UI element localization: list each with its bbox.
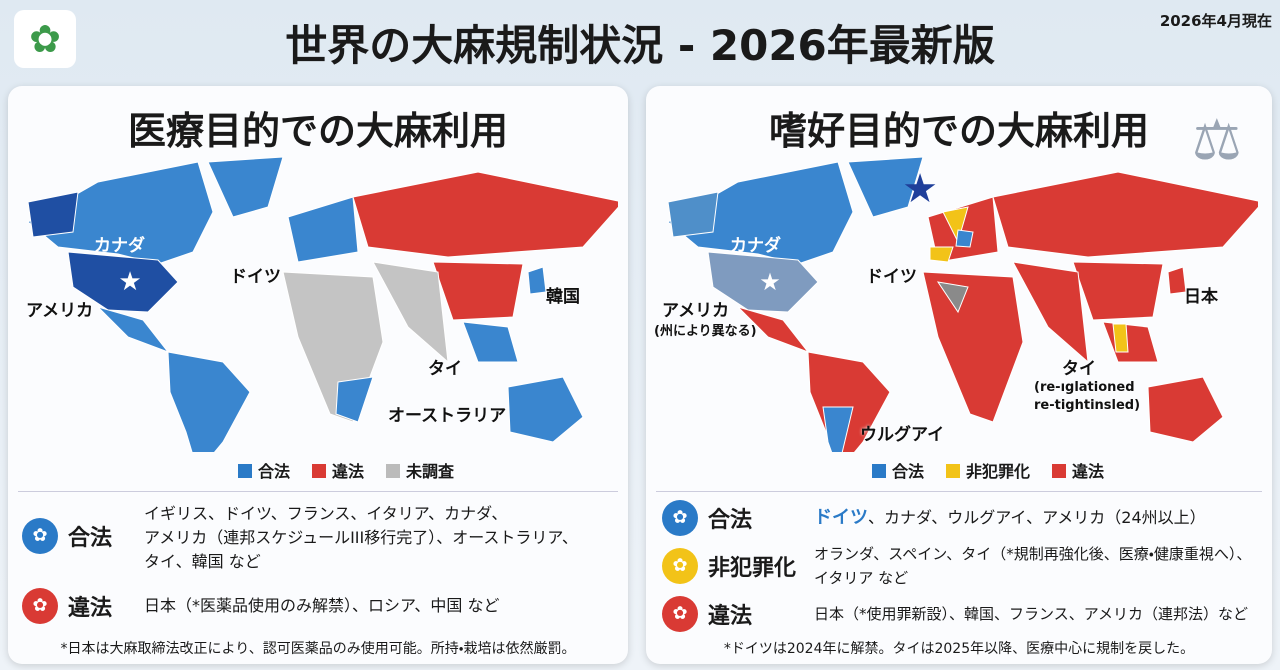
map-label: 韓国 — [546, 287, 580, 307]
legend-text: 合法 — [258, 462, 291, 481]
star: ★ — [118, 267, 141, 297]
map-label: ドイツ — [866, 267, 917, 287]
scale-icon: ⚖ — [1191, 108, 1242, 173]
icon: ✿ — [22, 518, 58, 554]
legend-item: 合法 — [238, 458, 290, 482]
star: ★ — [759, 268, 781, 296]
panel-title: 嗜好目的での大麻利用 — [768, 109, 1149, 153]
legend-text: 違法 — [332, 462, 365, 481]
line: タイ、韓国 など — [144, 552, 261, 571]
highlight: ドイツ — [814, 507, 868, 528]
logo: ✿ — [14, 10, 76, 68]
line: 、カナダ、ウルグアイ、アメリカ（24州以上） — [868, 508, 1206, 527]
map-label: ウルグアイ — [860, 425, 945, 445]
map-label: 日本 — [1184, 287, 1218, 307]
divider — [18, 491, 618, 492]
legend-text: 未調査 — [406, 462, 455, 481]
map-label: (re-ıglationed — [1034, 380, 1135, 395]
legend-item: 違法 — [1052, 458, 1104, 482]
map-label: カナダ — [730, 236, 781, 256]
line: イギリス、ドイツ、フランス、イタリア、カナダ、 — [144, 504, 508, 523]
legend-item: 非犯罪化 — [946, 458, 1030, 482]
status: 非犯罪化 — [708, 556, 797, 581]
date: 2026年4月現在 — [1159, 12, 1272, 30]
row-text: オランダ、スペイン、タイ（*規制再強化後、医療・健康重視へ）、 イタリア など — [814, 542, 1251, 590]
icon: ✿ — [662, 548, 698, 584]
line: アメリカ（連邦スケジュールIII移行完了）、オーストラリア、 — [144, 528, 578, 547]
legend-item: 違法 — [312, 458, 364, 482]
line: オランダ、スペイン、タイ（*規制再強化後、医療・健康重視へ）、 — [814, 545, 1252, 563]
icon: ✿ — [22, 588, 58, 624]
status: 合法 — [68, 526, 113, 551]
map-label: (州により異なる) — [654, 324, 757, 339]
icon: ✿ — [662, 500, 698, 536]
map-label: タイ — [1062, 359, 1096, 379]
map-label: アメリカ — [26, 301, 94, 321]
medical-panel: 医療目的での大麻利用 ★ カナダ ドイツ アメリカ 韓国 タイ オーストラリア … — [8, 86, 628, 664]
row-text: ドイツ、カナダ、ウルグアイ、アメリカ（24州以上） — [814, 506, 1206, 530]
row-text: 日本（*医薬品使用のみ解禁）、ロシア、中国 など — [144, 594, 500, 618]
map-label: タイ — [428, 359, 462, 379]
line: 日本（*使用罪新設）、韓国、フランス、アメリカ（連邦法）など — [814, 605, 1248, 623]
legend-text: 合法 — [892, 462, 925, 481]
icon: ✿ — [662, 596, 698, 632]
recreational-map: ★ ★ — [667, 156, 1258, 452]
map-label: ドイツ — [230, 267, 281, 287]
status: 違法 — [68, 596, 113, 621]
legend: 合法 違法 未調査 — [238, 458, 454, 482]
map-label: オーストラリア — [388, 406, 507, 426]
status: 違法 — [708, 604, 753, 629]
panel-title: 医療目的での大麻利用 — [127, 109, 508, 153]
note: *日本は大麻取締法改正により、認可医薬品のみ使用可能。所持・栽培は依然厳罰。 — [60, 641, 576, 657]
row-text: イギリス、ドイツ、フランス、イタリア、カナダ、 アメリカ（連邦スケジュールIII… — [144, 502, 578, 574]
eu-star: ★ — [902, 166, 938, 212]
recreational-panel: 嗜好目的での大麻利用 ⚖ ★ ★ カナダ ドイツ アメリカ (州により異なる) … — [646, 86, 1272, 664]
status: 合法 — [708, 508, 753, 533]
line: イタリア など — [814, 569, 909, 587]
line: 日本（*医薬品使用のみ解禁）、ロシア、中国 など — [144, 596, 500, 615]
legend-text: 非犯罪化 — [966, 462, 1031, 481]
divider — [656, 491, 1262, 492]
map-label: re-tightinsled) — [1034, 398, 1141, 413]
legend-item: 未調査 — [386, 458, 454, 482]
legend: 合法 非犯罪化 違法 — [872, 458, 1104, 482]
medical-map: ★ — [27, 156, 618, 452]
row-text: 日本（*使用罪新設）、韓国、フランス、アメリカ（連邦法）など — [814, 602, 1248, 626]
map-label: アメリカ — [662, 301, 730, 321]
page-title: 世界の大麻規制状況 - 2026年最新版 — [285, 21, 995, 70]
note: *ドイツは2024年に解禁。タイは2025年以降、医療中心に規制を戻した。 — [723, 641, 1195, 657]
legend-item: 合法 — [872, 458, 924, 482]
legend-text: 違法 — [1072, 462, 1105, 481]
map-label: カナダ — [94, 236, 145, 256]
